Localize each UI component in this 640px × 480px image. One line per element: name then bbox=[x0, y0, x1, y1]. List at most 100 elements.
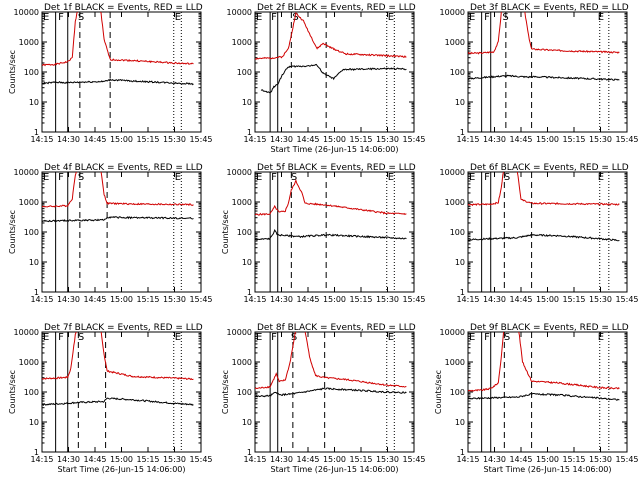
chart-panel-5: Det 5f BLACK = Events, RED = LLD 1 10 100 10… bbox=[221, 163, 426, 304]
series-line-events bbox=[42, 397, 194, 406]
x-tick-label: 14:15 bbox=[456, 295, 479, 304]
marker-label: S bbox=[78, 172, 84, 183]
plot-frame bbox=[254, 11, 415, 133]
x-tick-label: 15:15 bbox=[349, 295, 372, 304]
marker-label: F bbox=[484, 332, 490, 343]
x-tick-label: 15:30 bbox=[376, 295, 399, 304]
marker-label: E bbox=[469, 332, 475, 343]
x-tick-label: 14:45 bbox=[83, 135, 106, 144]
marker-label: E bbox=[388, 332, 394, 343]
x-tick-label: 14:30 bbox=[270, 135, 293, 144]
x-tick-label: 15:30 bbox=[589, 135, 612, 144]
y-tick-label: 1000 bbox=[232, 38, 252, 47]
y-tick-label: 10 bbox=[29, 258, 39, 267]
chart-panel-4: Det 4f BLACK = Events, RED = LLD 1 10 100 10… bbox=[8, 163, 213, 304]
series-line-events bbox=[468, 74, 620, 81]
x-tick-label: 14:15 bbox=[456, 135, 479, 144]
y-tick-label: 1 bbox=[34, 128, 39, 137]
x-tick-label: 15:30 bbox=[376, 455, 399, 464]
y-axis-label: Counts/sec bbox=[8, 370, 17, 414]
x-tick-label: 15:15 bbox=[562, 135, 585, 144]
marker-label: E bbox=[175, 172, 181, 183]
x-tick-label: 14:15 bbox=[30, 135, 53, 144]
x-tick-label: 15:30 bbox=[589, 455, 612, 464]
y-tick-label: 1000 bbox=[445, 38, 465, 47]
marker-label: S bbox=[504, 332, 510, 343]
x-tick-label: 14:45 bbox=[296, 135, 319, 144]
plot-frame bbox=[467, 11, 628, 133]
x-tick-label: 14:45 bbox=[296, 295, 319, 304]
x-tick-label: 14:30 bbox=[57, 455, 80, 464]
plot-frame bbox=[254, 331, 415, 453]
y-tick-label: 10000 bbox=[227, 168, 252, 177]
x-tick-label: 15:45 bbox=[402, 295, 425, 304]
x-axis-label: Start Time (26-Jun-15 14:06:00) bbox=[271, 465, 399, 474]
marker-label: E bbox=[256, 12, 262, 23]
x-tick-label: 15:45 bbox=[615, 295, 638, 304]
x-tick-label: 14:15 bbox=[30, 295, 53, 304]
marker-label: E bbox=[388, 172, 394, 183]
y-tick-label: 10 bbox=[242, 98, 252, 107]
chart-title: Det 3f BLACK = Events, RED = LLD bbox=[470, 3, 629, 13]
y-axis-label: Counts/sec bbox=[221, 370, 230, 414]
x-tick-label: 14:15 bbox=[243, 295, 266, 304]
plot-frame bbox=[41, 331, 202, 453]
series-line-lld bbox=[255, 332, 407, 390]
y-tick-label: 10000 bbox=[227, 328, 252, 337]
chart-title: Det 7f BLACK = Events, RED = LLD bbox=[44, 323, 203, 333]
marker-label: F bbox=[58, 332, 64, 343]
series-line-lld bbox=[468, 332, 620, 392]
x-tick-label: 14:30 bbox=[483, 135, 506, 144]
y-tick-label: 100 bbox=[237, 388, 252, 397]
y-tick-label: 1000 bbox=[19, 358, 39, 367]
y-tick-label: 1 bbox=[460, 128, 465, 137]
x-axis-label: Start Time (26-Jun-15 14:06:00) bbox=[271, 145, 399, 154]
plot-frame bbox=[254, 171, 415, 293]
x-tick-label: 15:15 bbox=[136, 135, 159, 144]
marker-label: S bbox=[291, 172, 297, 183]
x-tick-label: 14:45 bbox=[509, 455, 532, 464]
y-tick-label: 10 bbox=[242, 418, 252, 427]
x-tick-label: 15:00 bbox=[536, 135, 559, 144]
marker-label: E bbox=[469, 172, 475, 183]
chart-panel-6: Det 6f BLACK = Events, RED = LLD 1 10 100 10… bbox=[440, 163, 639, 304]
y-tick-label: 10 bbox=[455, 258, 465, 267]
x-tick-label: 15:00 bbox=[323, 135, 346, 144]
marker-label: E bbox=[598, 12, 604, 23]
chart-panel-3: Det 3f BLACK = Events, RED = LLD 1 10 100 10… bbox=[440, 3, 639, 144]
marker-label: S bbox=[78, 12, 84, 23]
y-axis-label: Counts/sec bbox=[8, 50, 17, 94]
chart-title: Det 8f BLACK = Events, RED = LLD bbox=[257, 323, 416, 333]
series-line-lld bbox=[42, 172, 194, 208]
series-line-lld bbox=[468, 12, 620, 55]
y-tick-label: 1 bbox=[247, 448, 252, 457]
marker-label: E bbox=[598, 332, 604, 343]
marker-label: E bbox=[256, 172, 262, 183]
plot-frame bbox=[41, 171, 202, 293]
x-tick-label: 15:45 bbox=[402, 135, 425, 144]
y-tick-label: 1 bbox=[460, 288, 465, 297]
x-tick-label: 15:15 bbox=[136, 455, 159, 464]
y-tick-label: 1000 bbox=[232, 198, 252, 207]
series-line-events bbox=[255, 387, 407, 398]
x-axis-label: Start Time (26-Jun-15 14:06:00) bbox=[58, 465, 186, 474]
x-tick-label: 15:30 bbox=[376, 135, 399, 144]
series-line-lld bbox=[42, 332, 194, 381]
marker-label: F bbox=[484, 12, 490, 23]
chart-panel-7: Det 7f BLACK = Events, RED = LLD 1 10 100 10… bbox=[8, 323, 213, 474]
y-tick-label: 1 bbox=[460, 448, 465, 457]
chart-title: Det 1f BLACK = Events, RED = LLD bbox=[44, 3, 203, 13]
x-tick-label: 14:15 bbox=[456, 455, 479, 464]
y-tick-label: 100 bbox=[237, 68, 252, 77]
y-tick-label: 1000 bbox=[232, 358, 252, 367]
y-tick-label: 100 bbox=[24, 388, 39, 397]
x-tick-label: 15:45 bbox=[615, 455, 638, 464]
marker-label: F bbox=[58, 12, 64, 23]
x-tick-label: 14:30 bbox=[483, 295, 506, 304]
series-line-events bbox=[255, 229, 407, 241]
x-tick-label: 14:30 bbox=[270, 295, 293, 304]
marker-label: S bbox=[502, 12, 508, 23]
marker-label: E bbox=[175, 332, 181, 343]
chart-panel-2: Det 2f BLACK = Events, RED = LLD 1 10 100 10… bbox=[227, 3, 426, 154]
x-tick-label: 14:45 bbox=[83, 295, 106, 304]
